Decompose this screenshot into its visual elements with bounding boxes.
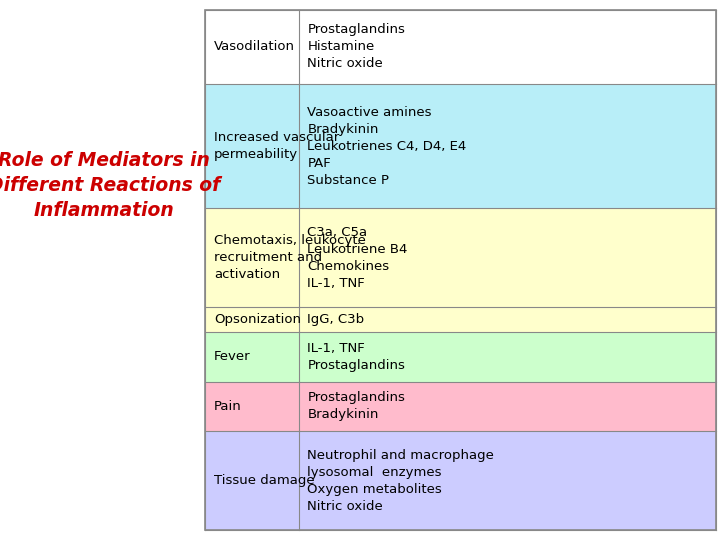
Text: Role of Mediators in
Different Reactions of
Inflammation: Role of Mediators in Different Reactions… (0, 151, 220, 220)
Text: Chemotaxis, leukocyte
recruitment and
activation: Chemotaxis, leukocyte recruitment and ac… (214, 234, 366, 281)
Text: C3a, C5a
Leukotriene B4
Chemokines
IL-1, TNF: C3a, C5a Leukotriene B4 Chemokines IL-1,… (307, 226, 408, 289)
Bar (299, 10, 716, 84)
Text: Prostaglandins
Bradykinin: Prostaglandins Bradykinin (307, 392, 405, 421)
Text: IL-1, TNF
Prostaglandins: IL-1, TNF Prostaglandins (307, 342, 405, 372)
Bar (205, 332, 299, 382)
Text: Tissue damage: Tissue damage (214, 474, 315, 487)
Bar (205, 431, 299, 530)
Text: Vasoactive amines
Bradykinin
Leukotrienes C4, D4, E4
PAF
Substance P: Vasoactive amines Bradykinin Leukotriene… (307, 105, 467, 186)
Bar (299, 332, 716, 382)
Text: IgG, C3b: IgG, C3b (307, 313, 364, 326)
Text: Neutrophil and macrophage
lysosomal  enzymes
Oxygen metabolites
Nitric oxide: Neutrophil and macrophage lysosomal enzy… (307, 449, 495, 512)
Bar (299, 307, 716, 332)
Bar (299, 431, 716, 530)
Bar (299, 382, 716, 431)
Text: Opsonization: Opsonization (214, 313, 301, 326)
Bar (205, 10, 716, 530)
Bar (299, 84, 716, 208)
Bar (205, 307, 299, 332)
Text: Vasodilation: Vasodilation (214, 40, 295, 53)
Text: Fever: Fever (214, 350, 251, 363)
Text: Prostaglandins
Histamine
Nitric oxide: Prostaglandins Histamine Nitric oxide (307, 23, 405, 70)
Text: Pain: Pain (214, 400, 242, 413)
Bar (205, 84, 299, 208)
Bar (205, 10, 299, 84)
Bar (299, 208, 716, 307)
Bar (205, 382, 299, 431)
Bar (205, 208, 299, 307)
Text: Increased vascular
permeability: Increased vascular permeability (214, 131, 339, 161)
